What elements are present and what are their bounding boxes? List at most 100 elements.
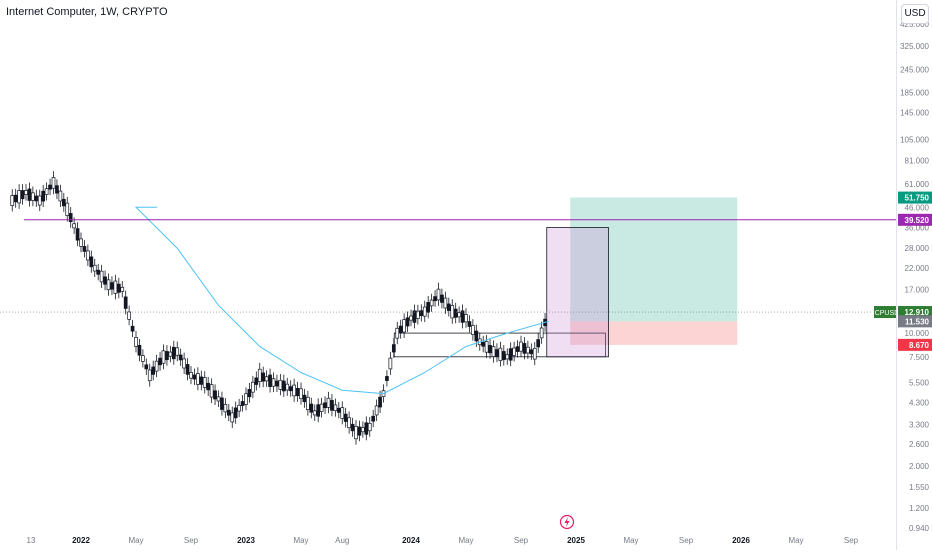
price-label-badge: 11.530 bbox=[898, 315, 932, 328]
candle bbox=[48, 178, 52, 196]
candle bbox=[130, 319, 135, 338]
candle bbox=[196, 367, 200, 391]
price-axis[interactable]: 425.000 325.000 245.000 185.000 145.000 105.0… bbox=[896, 0, 932, 550]
candle bbox=[75, 222, 80, 247]
candle bbox=[61, 192, 66, 212]
candle bbox=[405, 311, 410, 333]
candle bbox=[65, 196, 70, 222]
candle bbox=[388, 351, 393, 375]
loss-zone[interactable] bbox=[570, 321, 738, 345]
candle bbox=[151, 360, 156, 381]
candle bbox=[13, 188, 18, 208]
time-tick-label: May bbox=[458, 536, 473, 545]
candle bbox=[147, 363, 152, 387]
price-tick-label: 325.000 bbox=[900, 42, 929, 51]
candle bbox=[20, 184, 25, 205]
candle bbox=[178, 348, 183, 366]
candle bbox=[251, 375, 255, 399]
candle bbox=[302, 388, 307, 408]
candle bbox=[343, 407, 348, 428]
candle bbox=[37, 189, 42, 212]
candle bbox=[116, 277, 121, 299]
candle bbox=[261, 366, 266, 388]
candle bbox=[330, 394, 334, 417]
candle bbox=[419, 304, 424, 322]
candle bbox=[295, 381, 300, 402]
candle bbox=[264, 370, 269, 387]
time-axis[interactable]: 13 2022 May Sep 2023 May Aug 2024 May Sep 2025 May S… bbox=[0, 530, 896, 550]
candle bbox=[233, 401, 238, 424]
candle bbox=[189, 366, 193, 385]
time-tick-label: May bbox=[623, 536, 638, 545]
time-tick-label: 13 bbox=[27, 536, 36, 545]
time-tick-label: May bbox=[293, 536, 308, 545]
price-tick-label: 3.300 bbox=[909, 420, 930, 429]
candle bbox=[141, 349, 145, 368]
candle bbox=[254, 371, 259, 391]
candle bbox=[391, 338, 396, 358]
candle bbox=[213, 384, 217, 405]
candle bbox=[453, 302, 458, 324]
candle bbox=[206, 376, 211, 396]
time-tick-label: 2022 bbox=[72, 536, 90, 545]
time-tick-label: May bbox=[788, 536, 803, 545]
candle bbox=[161, 344, 166, 370]
price-tick-label: 1.200 bbox=[909, 504, 930, 513]
lightning-icon[interactable] bbox=[559, 514, 575, 530]
highlight-rectangle[interactable] bbox=[546, 227, 609, 358]
candle bbox=[532, 342, 537, 366]
candle bbox=[467, 315, 472, 333]
price-tick-label: 245.000 bbox=[900, 65, 929, 74]
price-tick-label: 46.000 bbox=[905, 203, 930, 212]
candle bbox=[347, 411, 351, 434]
candle bbox=[44, 182, 49, 201]
price-tick-label: 4.300 bbox=[909, 399, 930, 408]
candle bbox=[367, 417, 372, 437]
candle bbox=[86, 244, 90, 266]
candle bbox=[436, 282, 441, 306]
time-tick-label: 2023 bbox=[237, 536, 255, 545]
price-tick-label: 61.000 bbox=[905, 180, 930, 189]
candle bbox=[364, 416, 369, 441]
candle bbox=[209, 378, 214, 404]
candle bbox=[281, 374, 286, 397]
currency-button[interactable]: USD bbox=[901, 4, 929, 24]
candle bbox=[357, 420, 362, 442]
candle bbox=[247, 383, 252, 403]
candle bbox=[395, 321, 400, 345]
candle bbox=[412, 304, 417, 329]
profit-zone[interactable] bbox=[570, 197, 738, 322]
candle bbox=[508, 342, 513, 367]
candle bbox=[244, 387, 248, 411]
candle bbox=[216, 390, 221, 407]
candle bbox=[495, 343, 499, 363]
candle bbox=[27, 182, 32, 207]
price-tick-label: 425.000 bbox=[900, 20, 929, 29]
price-tick-label: 10.000 bbox=[905, 329, 930, 338]
price-tick-label: 0.940 bbox=[909, 524, 930, 533]
candle bbox=[488, 339, 492, 359]
candle bbox=[99, 264, 104, 288]
candle bbox=[422, 300, 427, 323]
candle bbox=[481, 335, 486, 353]
candle bbox=[240, 395, 245, 412]
candle bbox=[237, 398, 241, 418]
price-tick-label: 22.000 bbox=[905, 264, 930, 273]
candle bbox=[103, 270, 107, 291]
candle bbox=[484, 335, 489, 359]
candle bbox=[433, 290, 437, 307]
candle bbox=[309, 397, 314, 419]
candle bbox=[41, 184, 46, 208]
svg-text:51.750: 51.750 bbox=[905, 194, 930, 203]
candle bbox=[416, 304, 420, 325]
candle bbox=[17, 184, 21, 209]
candle bbox=[361, 421, 365, 438]
candle bbox=[257, 362, 262, 388]
candle bbox=[299, 382, 303, 405]
svg-text:ICPUSD: ICPUSD bbox=[873, 310, 899, 317]
candle bbox=[278, 373, 283, 396]
price-tick-label: 145.000 bbox=[900, 109, 929, 118]
time-tick-label: Sep bbox=[184, 536, 199, 545]
